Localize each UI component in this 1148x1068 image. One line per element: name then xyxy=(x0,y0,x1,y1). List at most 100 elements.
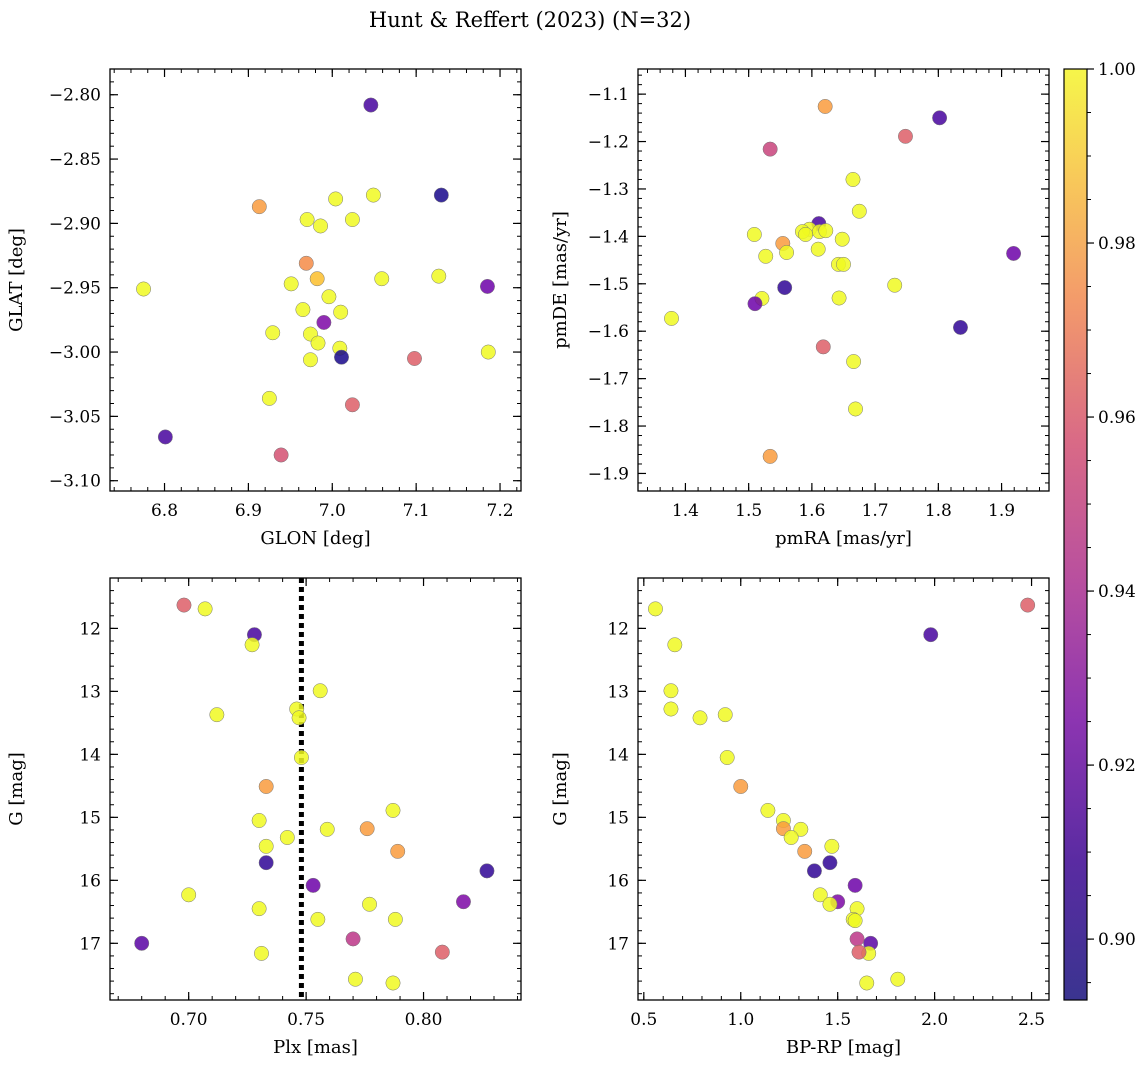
data-point xyxy=(344,397,360,413)
y-tick-label: 14 xyxy=(607,745,629,765)
plot-frame xyxy=(637,577,1050,1001)
scatter-panel-3: 0.70 0.75 0.80 12 13 14 15 16 17 Plx [mas] G [mag] xyxy=(6,577,522,1058)
y-tick-label: −3.05 xyxy=(49,407,101,427)
colorbar-tick-label: 0.94 xyxy=(1098,582,1136,602)
y-tick-label: −1.1 xyxy=(588,85,629,105)
x-axis-label: GLON [deg] xyxy=(260,528,370,549)
y-axis-label: G [mag] xyxy=(550,752,571,825)
x-tick-label: 7.2 xyxy=(487,501,514,521)
data-point xyxy=(822,855,838,871)
data-point xyxy=(365,187,381,203)
data-point xyxy=(647,601,663,617)
data-point xyxy=(834,231,850,247)
data-point xyxy=(299,212,315,227)
scatter-panel-4: 0.5 1.0 1.5 2.0 2.5 12 13 14 15 16 17 BP-RP [mag] G … xyxy=(550,577,1050,1058)
data-point xyxy=(479,278,495,294)
x-tick-label: 1.6 xyxy=(798,501,825,521)
data-point xyxy=(176,597,192,613)
data-point xyxy=(667,637,683,653)
data-point xyxy=(385,975,401,991)
data-point xyxy=(298,255,314,271)
plot-frame xyxy=(637,68,1050,492)
data-point xyxy=(806,863,822,879)
y-tick-label: 15 xyxy=(607,808,629,828)
data-point xyxy=(1020,597,1036,613)
figure-title: Hunt & Reffert (2023) (N=32) xyxy=(369,8,691,32)
data-point xyxy=(407,351,422,366)
data-point xyxy=(434,944,450,960)
x-tick-label: 0.75 xyxy=(287,1010,325,1030)
y-tick-label: −1.6 xyxy=(588,322,629,342)
data-point xyxy=(197,601,213,617)
colorbar-tick-label: 1.00 xyxy=(1098,60,1136,80)
x-axis-label: pmRA [mas/yr] xyxy=(775,528,912,549)
data-point xyxy=(390,843,406,859)
data-point xyxy=(251,199,267,215)
data-point xyxy=(846,354,862,370)
data-point xyxy=(783,830,799,845)
data-point xyxy=(328,191,344,207)
data-point xyxy=(797,843,813,859)
colorbar-tick-label: 0.90 xyxy=(1098,930,1136,950)
data-point xyxy=(845,172,861,187)
x-tick-label: 1.9 xyxy=(988,501,1015,521)
x-tick-label: 7.1 xyxy=(403,501,430,521)
y-tick-label: −2.90 xyxy=(49,214,101,234)
x-tick-label: 1.4 xyxy=(672,501,699,521)
data-point xyxy=(313,218,328,234)
x-axis-label: BP-RP [mag] xyxy=(786,1037,901,1058)
data-point xyxy=(333,304,349,320)
y-tick-label: −1.2 xyxy=(588,133,629,153)
y-tick-label: 13 xyxy=(79,682,101,702)
data-point xyxy=(321,289,337,305)
x-tick-label: 1.5 xyxy=(735,501,762,521)
data-point xyxy=(209,707,225,723)
data-point xyxy=(887,277,903,293)
colorbar-tick-label: 0.96 xyxy=(1098,408,1136,428)
y-tick-label: 12 xyxy=(607,619,629,639)
data-point xyxy=(254,945,269,961)
data-point xyxy=(261,390,277,406)
data-point xyxy=(746,227,762,242)
x-tick-label: 0.5 xyxy=(630,1010,657,1030)
data-point xyxy=(923,627,939,643)
data-point xyxy=(316,315,332,330)
data-point xyxy=(664,310,679,326)
x-tick-label: 6.9 xyxy=(235,501,262,521)
data-point xyxy=(890,971,906,987)
data-point xyxy=(762,141,778,157)
y-tick-label: 17 xyxy=(79,934,101,954)
data-point xyxy=(181,887,197,903)
data-point xyxy=(762,448,778,464)
data-point xyxy=(279,830,295,845)
data-point xyxy=(283,276,299,292)
data-point xyxy=(758,248,774,264)
data-point xyxy=(136,281,152,297)
y-tick-label: −1.9 xyxy=(588,464,629,484)
x-tick-label: 1.5 xyxy=(824,1010,851,1030)
data-point xyxy=(663,701,679,717)
data-point xyxy=(812,887,828,903)
y-tick-label: −3.00 xyxy=(49,343,101,363)
data-point xyxy=(818,223,834,239)
data-point xyxy=(293,750,309,765)
data-point xyxy=(822,896,838,912)
data-point xyxy=(1006,245,1022,261)
data-point xyxy=(747,296,763,312)
data-point xyxy=(831,290,847,306)
data-point xyxy=(851,203,867,219)
data-point xyxy=(387,911,403,927)
data-point xyxy=(385,802,401,818)
data-point xyxy=(760,802,776,818)
data-point xyxy=(244,637,260,653)
x-tick-label: 6.8 xyxy=(151,501,178,521)
data-point xyxy=(953,319,968,335)
data-point xyxy=(836,256,851,272)
colorbar: 0.90 0.92 0.94 0.96 0.98 1.00 xyxy=(1063,60,1136,1001)
data-point xyxy=(134,935,150,951)
y-tick-label: 14 xyxy=(79,745,101,765)
data-point xyxy=(815,339,831,355)
data-point xyxy=(291,710,307,726)
x-tick-label: 0.80 xyxy=(405,1010,443,1030)
data-point xyxy=(810,241,826,257)
